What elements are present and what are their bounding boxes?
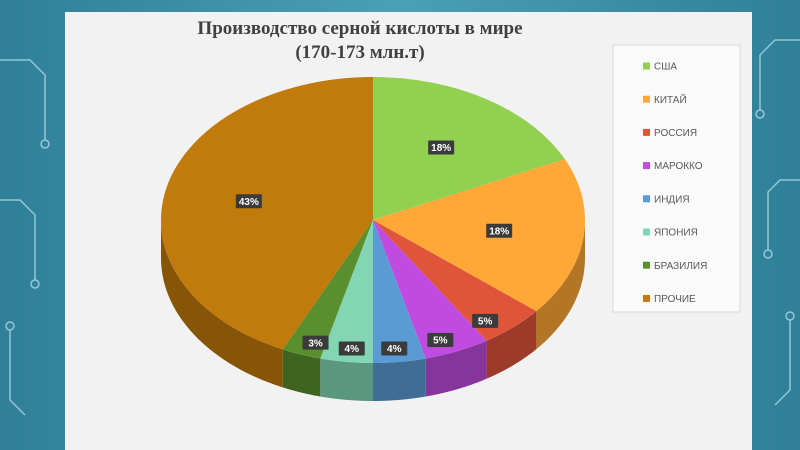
legend-swatch: [643, 128, 650, 136]
pie-slice: [160, 76, 373, 350]
slice-depth: [425, 340, 487, 397]
pie-slice: [373, 77, 565, 220]
data-label: 4%: [387, 344, 402, 355]
pie-depth: [161, 220, 585, 401]
legend-label: ЯПОНИЯ: [654, 228, 698, 239]
legend-swatch: [643, 95, 650, 103]
data-label-box: [235, 194, 262, 209]
legend-label: ПРОЧИЕ: [654, 294, 696, 305]
data-label: 5%: [478, 316, 493, 327]
data-label: 4%: [345, 344, 360, 355]
legend-label: ИНДИЯ: [654, 194, 690, 205]
legend: [612, 44, 741, 313]
data-label-box: [428, 140, 455, 155]
data-label: 5%: [433, 336, 448, 347]
slice-depth: [373, 358, 426, 401]
data-label: 18%: [489, 226, 509, 237]
slice-depth: [536, 220, 585, 350]
legend-swatch: [643, 195, 650, 203]
data-label: 43%: [239, 197, 259, 208]
data-label-box: [381, 341, 408, 356]
data-label-box: [302, 335, 329, 350]
pie-slice: [373, 220, 487, 359]
circuit-decoration: [0, 39, 800, 416]
data-label-box: [486, 223, 513, 238]
pie-slice: [320, 220, 373, 363]
legend-swatch: [643, 294, 650, 302]
legend-swatch: [643, 261, 650, 269]
data-label: 3%: [308, 338, 323, 349]
data-label: 18%: [431, 143, 451, 154]
pie-slice: [373, 220, 537, 341]
data-label-box: [338, 341, 365, 356]
chart-subtitle: (170-173 млн.т): [295, 42, 424, 63]
legend-swatch: [643, 162, 650, 170]
pie-slice: [373, 220, 426, 363]
slice-depth: [320, 358, 373, 401]
slice-depth: [282, 349, 321, 397]
pie-slice: [282, 220, 373, 359]
pie-slice: [373, 159, 586, 312]
legend-label: МАРОККО: [654, 161, 703, 172]
data-label-box: [427, 332, 454, 347]
slice-depth: [161, 220, 283, 388]
legend-label: БРАЗИЛИЯ: [654, 261, 707, 272]
data-label-box: [472, 313, 499, 328]
pie: 18% 18% 5% 5% 4% 4% 3% 43%: [160, 76, 586, 401]
legend-swatch: [643, 228, 650, 236]
legend-label: КИТАЙ: [654, 93, 687, 106]
slice-depth: [486, 311, 537, 379]
pie-top: [160, 76, 586, 363]
legend-swatch: [643, 62, 650, 70]
legend-label: США: [654, 62, 677, 73]
legend-label: РОССИЯ: [654, 128, 697, 139]
data-labels: 18% 18% 5% 5% 4% 4% 3% 43%: [235, 140, 513, 356]
chart-title: Производство серной кислоты в мире: [197, 18, 522, 39]
